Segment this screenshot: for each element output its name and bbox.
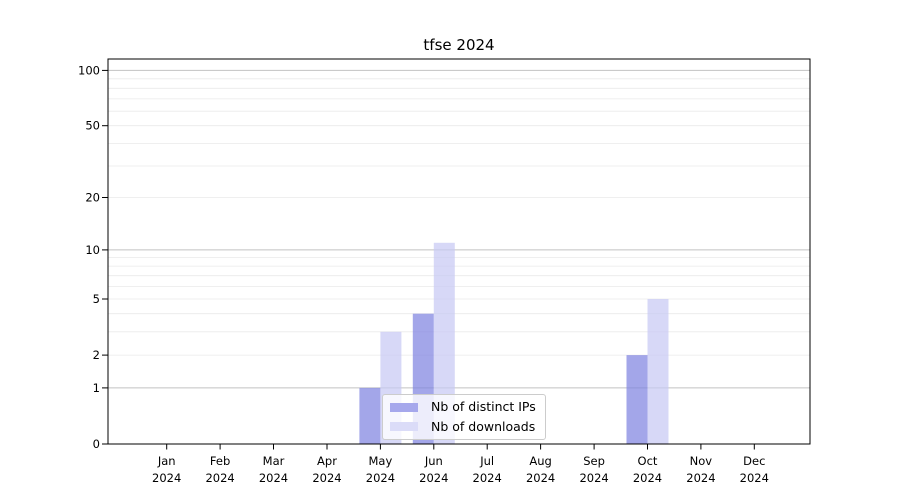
bar-distinct-ips-month-10 — [626, 355, 648, 444]
plot-border — [107, 58, 811, 445]
legend-label-distinct-ips: Nb of distinct IPs — [431, 399, 536, 414]
x-tick-label-month: Jan — [157, 454, 176, 468]
bar-downloads-month-6 — [433, 242, 455, 444]
x-tick-label-year: 2024 — [312, 471, 341, 485]
y-tick-label: 0 — [93, 437, 100, 451]
x-tick-label-year: 2024 — [686, 471, 715, 485]
x-tick-label-month: Jul — [479, 454, 494, 468]
x-tick-label-year: 2024 — [740, 471, 769, 485]
x-tick-label-month: Nov — [690, 454, 713, 468]
x-tick-label-year: 2024 — [205, 471, 234, 485]
x-tick-label-year: 2024 — [152, 471, 181, 485]
x-tick-label-year: 2024 — [473, 471, 502, 485]
x-tick-label-year: 2024 — [419, 471, 448, 485]
x-tick-label-month: Dec — [743, 454, 765, 468]
y-tick-label: 5 — [93, 292, 100, 306]
legend: Nb of distinct IPs Nb of downloads — [382, 394, 546, 440]
x-tick-label-year: 2024 — [633, 471, 662, 485]
x-tick-label-month: Apr — [317, 454, 337, 468]
y-tick-label: 100 — [78, 63, 100, 77]
legend-label-downloads: Nb of downloads — [431, 418, 536, 434]
x-tick-label-year: 2024 — [366, 471, 395, 485]
x-tick-label-year: 2024 — [579, 471, 608, 485]
y-tick-label: 50 — [85, 119, 100, 133]
y-tick-label: 10 — [85, 243, 100, 257]
legend-swatch-distinct-ips — [390, 402, 418, 412]
chart-title: tfse 2024 — [423, 36, 495, 54]
x-tick-label-month: Jun — [424, 454, 443, 468]
bar-distinct-ips-month-5 — [359, 387, 381, 444]
x-tick-label-month: May — [369, 454, 393, 468]
x-tick-label-month: Feb — [210, 454, 230, 468]
y-tick-label: 1 — [93, 381, 100, 395]
bar-downloads-month-10 — [647, 299, 669, 444]
legend-item-downloads: Nb of downloads — [390, 418, 536, 434]
x-tick-label-month: Sep — [583, 454, 605, 468]
x-tick-label-month: Oct — [638, 454, 658, 468]
x-tick-label-year: 2024 — [259, 471, 288, 485]
x-tick-label-month: Mar — [263, 454, 285, 468]
y-tick-label: 20 — [85, 191, 100, 205]
x-tick-label-year: 2024 — [526, 471, 555, 485]
legend-item-distinct-ips: Nb of distinct IPs — [390, 399, 536, 414]
legend-swatch-downloads — [390, 422, 418, 432]
x-tick-label-month: Aug — [529, 454, 551, 468]
y-tick-label: 2 — [93, 348, 100, 362]
